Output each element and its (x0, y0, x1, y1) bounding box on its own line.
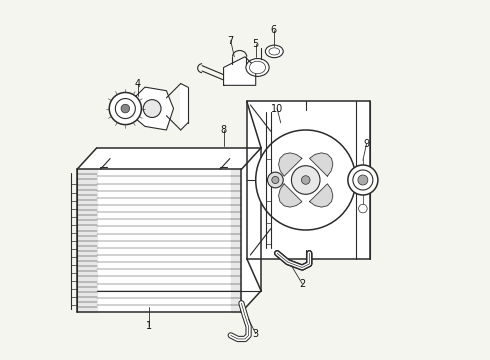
Circle shape (109, 93, 142, 125)
Polygon shape (356, 102, 370, 258)
Polygon shape (242, 148, 261, 312)
Ellipse shape (249, 61, 266, 74)
Polygon shape (181, 84, 188, 130)
Polygon shape (77, 169, 242, 312)
Circle shape (353, 170, 373, 190)
Polygon shape (247, 102, 370, 258)
Text: 9: 9 (364, 139, 369, 149)
Circle shape (115, 99, 135, 118)
Polygon shape (279, 153, 302, 176)
Circle shape (256, 130, 356, 230)
Text: 4: 4 (135, 78, 141, 89)
Text: 5: 5 (252, 39, 259, 49)
Circle shape (297, 171, 315, 189)
Ellipse shape (246, 59, 269, 76)
Text: 2: 2 (299, 279, 305, 289)
Polygon shape (310, 184, 333, 207)
Polygon shape (123, 87, 173, 130)
Text: 1: 1 (146, 321, 151, 332)
Text: 10: 10 (271, 104, 283, 113)
Circle shape (292, 166, 320, 194)
Circle shape (301, 176, 310, 184)
Ellipse shape (269, 48, 280, 55)
Circle shape (268, 172, 283, 188)
Polygon shape (231, 169, 242, 312)
Circle shape (358, 175, 368, 185)
Text: 6: 6 (270, 25, 277, 35)
Text: 7: 7 (227, 36, 234, 46)
Polygon shape (77, 148, 261, 169)
Polygon shape (310, 153, 333, 176)
Ellipse shape (266, 45, 283, 58)
Text: 8: 8 (220, 125, 227, 135)
Circle shape (121, 104, 130, 113)
Circle shape (359, 204, 367, 213)
Polygon shape (77, 169, 97, 312)
Circle shape (143, 100, 161, 117)
Text: 3: 3 (253, 329, 259, 339)
Polygon shape (279, 184, 302, 207)
Circle shape (348, 165, 378, 195)
Polygon shape (223, 57, 256, 85)
Circle shape (272, 176, 279, 184)
